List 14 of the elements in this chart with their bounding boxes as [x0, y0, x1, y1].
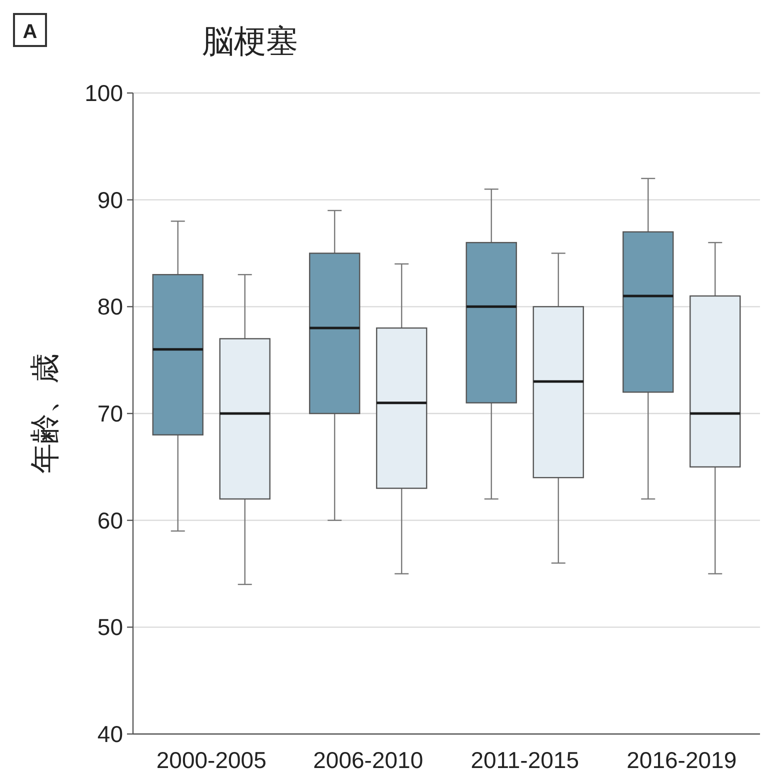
xtick: 2016-2019 — [626, 747, 737, 773]
annotation: A — [22, 21, 38, 43]
ytick: 80 — [97, 294, 123, 320]
xtick: 2006-2010 — [313, 747, 424, 773]
ylabel: 年齢、歳 — [29, 354, 62, 474]
ytick: 70 — [97, 400, 123, 426]
title: 脳梗塞 — [202, 23, 298, 59]
xtick: 2011-2015 — [470, 747, 580, 773]
ytick: 50 — [97, 614, 123, 640]
ytick: 40 — [97, 721, 123, 747]
ytick: 90 — [97, 186, 123, 213]
ytick: 100 — [84, 80, 123, 106]
ytick: 60 — [97, 507, 123, 534]
xtick: 2000-2005 — [156, 747, 266, 773]
